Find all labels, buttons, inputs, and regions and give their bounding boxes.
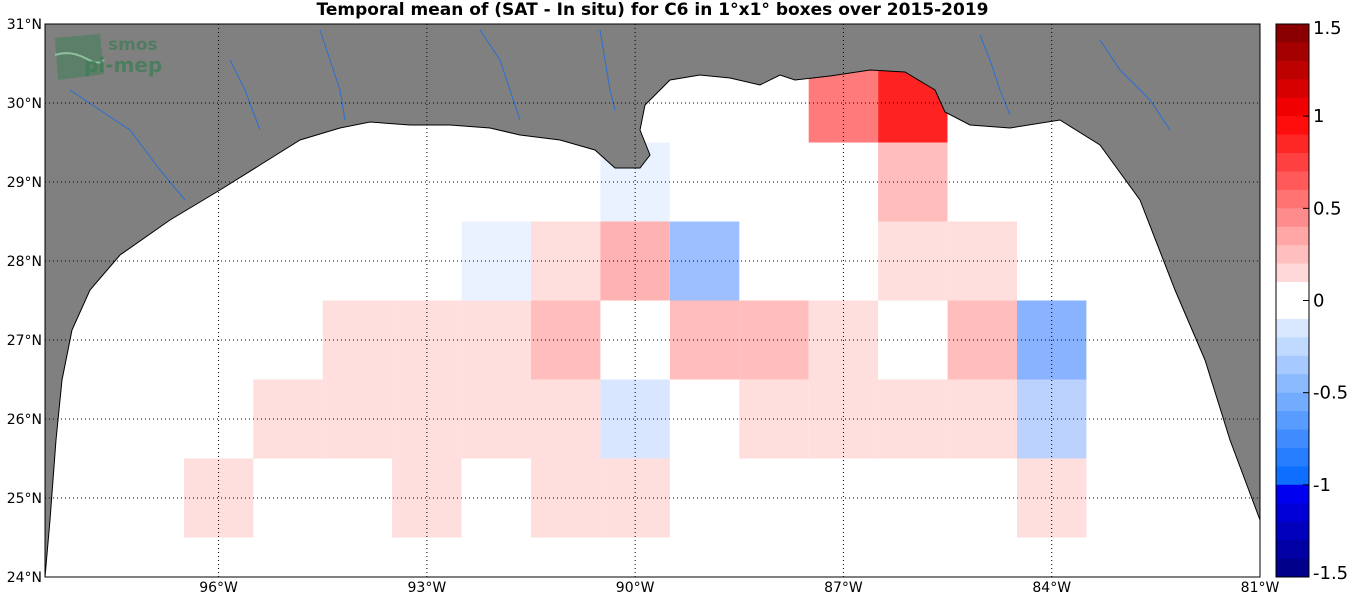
data-cell — [669, 300, 740, 380]
colorbar-step — [1276, 134, 1309, 154]
data-cell — [669, 221, 740, 301]
latitude-tick-label: 25°N — [7, 491, 42, 507]
data-cell — [461, 300, 531, 380]
colorbar-step — [1276, 42, 1309, 62]
latitude-tick-label: 28°N — [7, 254, 42, 270]
land-mass — [45, 24, 1260, 577]
colorbar-step — [1276, 355, 1309, 375]
colorbar-step — [1276, 153, 1309, 172]
data-cell — [600, 458, 670, 538]
colorbar-step — [1276, 79, 1309, 99]
longitude-tick-label: 84°W — [1032, 580, 1071, 595]
map-title: Temporal mean of (SAT - In situ) for C6 … — [316, 0, 989, 20]
colorbar-step — [1276, 208, 1309, 228]
colorbar-step — [1276, 521, 1309, 541]
colorbar-step — [1276, 282, 1309, 301]
colorbar-step — [1276, 171, 1309, 191]
longitude-tick-label: 87°W — [824, 580, 863, 595]
colorbar-step — [1276, 429, 1309, 449]
data-cell — [461, 379, 531, 459]
colorbar-step — [1276, 245, 1309, 265]
colorbar-tick-label: 0 — [1313, 291, 1324, 312]
map-border — [44, 23, 1261, 578]
colorbar-step — [1276, 392, 1309, 412]
longitude-tick-label: 93°W — [408, 580, 447, 595]
colorbar-step — [1276, 484, 1309, 504]
colorbar-step — [1276, 411, 1309, 430]
colorbar-step — [1276, 24, 1309, 43]
colorbar-tick-label: 1 — [1313, 106, 1324, 127]
colorbar-step — [1276, 300, 1309, 320]
colorbar-step — [1276, 374, 1309, 394]
data-cell — [392, 379, 462, 459]
latitude-tick-label: 27°N — [7, 333, 42, 349]
colorbar-step — [1276, 116, 1309, 136]
data-cell — [1017, 379, 1087, 459]
data-cell — [947, 379, 1017, 459]
data-cell — [461, 221, 531, 301]
colorbar-tick-label: -1.5 — [1313, 563, 1348, 584]
colorbar-tick-label: -1 — [1313, 475, 1331, 496]
colorbar-step — [1276, 503, 1309, 523]
latitude-labels: 24°N 25°N 26°N 27°N 28°N 29°N 30°N 31°N — [7, 17, 42, 586]
colorbar-step — [1276, 189, 1309, 209]
smos-pi-mep-logo: smos pi-mep — [54, 34, 162, 80]
colorbar-tick-label: 1.5 — [1313, 18, 1342, 39]
data-cell — [808, 379, 879, 459]
logo-line1: smos — [108, 35, 158, 55]
latitude-tick-label: 31°N — [7, 17, 42, 33]
data-cell — [947, 221, 1017, 301]
colorbar-labels: 1.5 1 0.5 0 -0.5 -1 -1.5 — [1303, 18, 1348, 584]
data-cell — [392, 458, 462, 538]
logo-line2: pi-mep — [84, 53, 162, 77]
longitude-tick-label: 96°W — [199, 580, 238, 595]
colorbar-tick-label: 0.5 — [1313, 198, 1342, 219]
colorbar-step — [1276, 318, 1309, 338]
colorbar-step — [1276, 60, 1309, 80]
data-cell — [600, 379, 670, 459]
longitude-tick-label: 90°W — [616, 580, 655, 595]
colorbar-step — [1276, 97, 1309, 117]
colorbar-tick-label: -0.5 — [1313, 383, 1348, 404]
longitude-tick-label: 81°W — [1241, 580, 1280, 595]
colorbar-steps — [1276, 24, 1309, 578]
latitude-tick-label: 26°N — [7, 412, 42, 428]
data-cell — [183, 458, 254, 538]
colorbar-step — [1276, 263, 1309, 283]
colorbar-step — [1276, 226, 1309, 246]
colorbar-step — [1276, 540, 1309, 559]
latitude-tick-label: 30°N — [7, 96, 42, 112]
latitude-tick-label: 24°N — [7, 570, 42, 586]
data-cell — [947, 300, 1017, 380]
data-cell — [1017, 458, 1087, 538]
longitude-labels: 96°W 93°W 90°W 87°W 84°W 81°W — [199, 580, 1279, 595]
colorbar-step — [1276, 466, 1309, 486]
colorbar-step — [1276, 558, 1309, 578]
latitude-tick-label: 29°N — [7, 175, 42, 191]
data-cell — [253, 379, 323, 459]
colorbar-step — [1276, 337, 1309, 357]
colorbar-step — [1276, 448, 1309, 467]
graticule — [45, 24, 1260, 577]
